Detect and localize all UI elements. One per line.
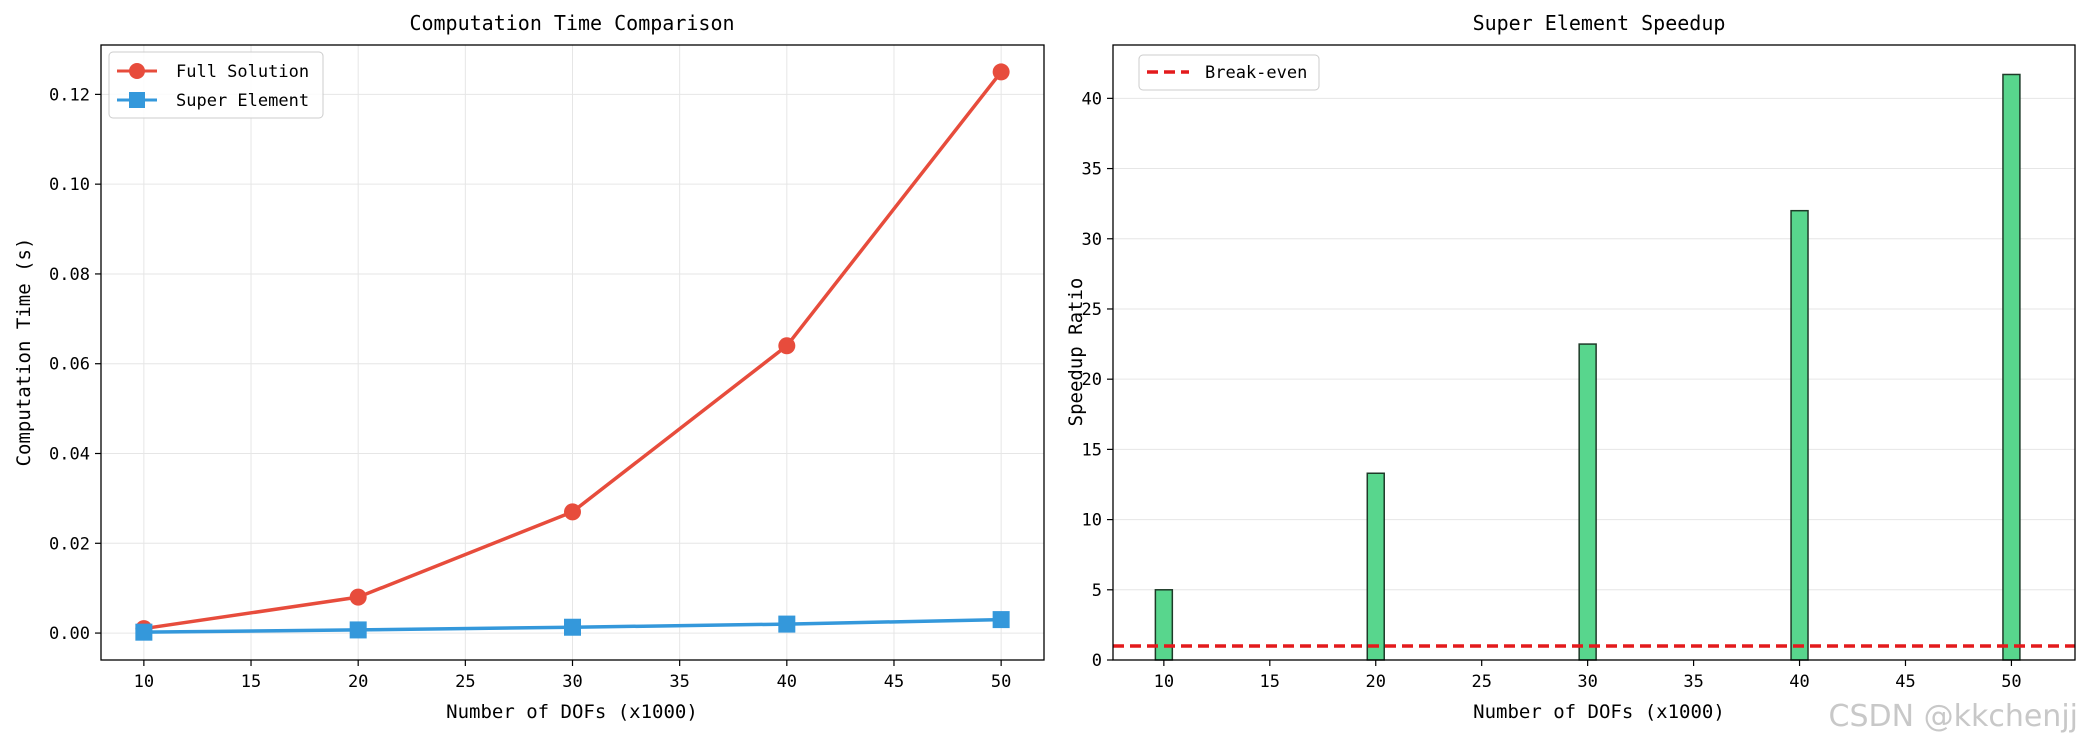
chart1-y-tick-label: 0.00 [49,624,90,644]
chart2-title: Super Element Speedup [1473,11,1726,35]
legend-full-solution-label: Full Solution [176,62,309,82]
chart1-y-tick-label: 0.02 [49,534,90,554]
chart1-x-tick-label: 20 [348,672,368,692]
full-solution-point [778,337,796,355]
chart1-x-tick-label: 35 [669,672,689,692]
chart2-y-tick-label: 30 [1082,230,1102,250]
super-element-point [778,615,796,633]
legend-super-element-label: Super Element [176,91,309,111]
chart2-x-tick-label: 40 [1789,672,1809,692]
chart2-y-tick-label: 15 [1082,440,1102,460]
chart1-legend-box [108,51,324,119]
chart1-legend: Full Solution Super Element [108,51,324,119]
chart1-title: Computation Time Comparison [409,11,734,35]
chart2-x-tick-label: 30 [1577,672,1597,692]
chart1-x-tick-label: 50 [991,672,1011,692]
chart2-x-tick-label: 45 [1895,672,1915,692]
chart1-y-tick-label: 0.08 [49,265,90,285]
chart2-x-tick-label: 15 [1260,672,1280,692]
chart2-y-tick-label: 40 [1082,89,1102,109]
chart1-x-tick-label: 30 [562,672,582,692]
chart2-legend: Break-even [1138,54,1320,91]
chart1-x-tick-label: 10 [134,672,154,692]
chart2-y-tick-label: 20 [1082,370,1102,390]
chart1-x-tick-label: 25 [455,672,475,692]
chart2-axes-frame [1112,44,2076,661]
super-element-point [349,621,367,639]
chart2-y-tick-label: 35 [1082,160,1102,180]
legend-super-element-marker [129,92,145,108]
chart1-y-tick-label: 0.12 [49,85,90,105]
super-element-point [992,611,1010,629]
chart1-x-tick-label: 45 [884,672,904,692]
chart1-y-tick-label: 0.06 [49,355,90,375]
super-element-point [135,623,153,641]
chart2-x-tick-label: 25 [1471,672,1491,692]
speedup-chart: 0 5 10 15 20 25 30 35 40 10 15 20 25 30 35 40 45 50 Super… [1065,11,2076,723]
speedup-bar [1790,209,1809,661]
speedup-bar [2002,73,2021,661]
chart1-series-area [135,63,1010,641]
super-element-point [564,618,581,636]
full-solution-point [349,588,367,606]
chart1-y-tick-label: 0.04 [49,445,90,465]
chart1-x-axis-label: Number of DOFs (x1000) [446,701,698,723]
chart1-x-tick-label: 40 [777,672,797,692]
speedup-bar [1578,343,1597,661]
chart2-x-tick-label: 50 [2001,672,2021,692]
chart2-x-tick-label: 35 [1683,672,1703,692]
chart2-y-tick-label: 5 [1092,581,1102,601]
speedup-bar [1366,472,1385,661]
full-solution-point [992,63,1010,81]
computation-time-chart: 10 15 20 25 30 35 40 45 50 0.00 0.02 0.04 0.06 0.08 0.… [13,11,1045,723]
chart1-ticks: 10 15 20 25 30 35 40 45 50 0.00 0.02 0.04 0.06 0.08 0.… [49,85,1011,692]
legend-break-even-label: Break-even [1205,63,1307,83]
chart2-y-tick-label: 0 [1092,651,1102,671]
legend-full-solution-marker [129,63,145,79]
chart2-y-axis-label: Speedup Ratio [1065,278,1087,427]
full-solution-point [564,503,581,521]
chart2-x-axis-label: Number of DOFs (x1000) [1473,701,1725,723]
chart2-ticks: 0 5 10 15 20 25 30 35 40 10 15 20 25 30 35 40 45 50 [1082,89,2022,692]
speedup-bar [1154,589,1174,661]
chart1-y-axis-label: Computation Time (s) [13,238,35,467]
chart1-y-tick-label: 0.10 [49,175,90,195]
chart2-legend-box [1138,54,1320,91]
chart2-x-tick-label: 10 [1154,672,1174,692]
chart2-x-tick-label: 20 [1366,672,1386,692]
chart2-y-tick-label: 25 [1082,300,1102,320]
chart2-y-tick-label: 10 [1082,511,1102,531]
watermark: CSDN @kkchenjj [1829,699,2078,734]
chart1-x-tick-label: 15 [241,672,261,692]
